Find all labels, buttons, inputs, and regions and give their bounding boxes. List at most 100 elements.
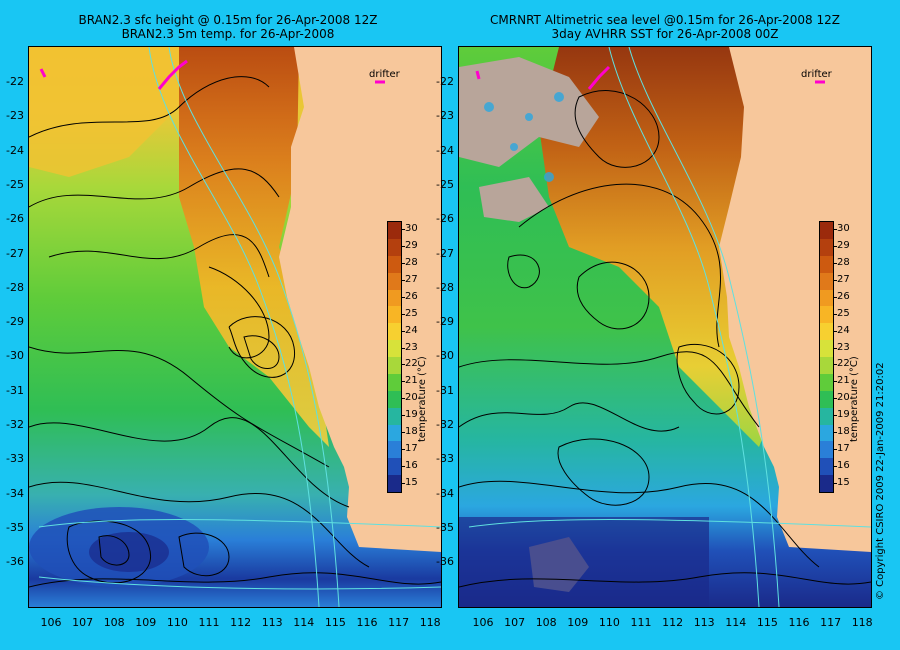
colorbar-tick-mark xyxy=(833,381,837,383)
colorbar-tick-mark xyxy=(833,431,837,433)
colorbar-swatch xyxy=(820,255,833,273)
colorbar-swatch xyxy=(388,255,401,273)
colorbar-tick-mark xyxy=(833,364,837,366)
colorbar-tick-mark xyxy=(401,465,405,467)
copyright-text: © Copyright CSIRO 2009 22-Jan-2009 21:20… xyxy=(875,362,886,600)
latitude-label: -28 xyxy=(436,280,454,294)
latitude-label: -22 xyxy=(6,75,24,88)
latitude-label: -35 xyxy=(6,520,24,534)
colorbar-swatch xyxy=(820,222,833,239)
colorbar-tick-label: 30 xyxy=(405,223,418,235)
longitude-label: 115 xyxy=(756,616,778,629)
longitude-label: 112 xyxy=(662,616,684,629)
colorbar-tick-label: 18 xyxy=(405,425,418,437)
colorbar-tick-mark xyxy=(401,381,405,383)
colorbar-tick-mark xyxy=(833,280,837,282)
longitude-label: 117 xyxy=(820,616,842,629)
longitude-label: 118 xyxy=(419,616,441,629)
longitude-label: 109 xyxy=(567,616,589,629)
colorbar-swatch xyxy=(388,289,401,307)
latitude-label: -26 xyxy=(436,212,454,226)
right-drifter-tracks xyxy=(475,65,825,90)
right-drifter-label: drifter xyxy=(801,69,832,80)
colorbar-swatch xyxy=(388,238,401,256)
colorbar-tick-mark xyxy=(401,364,405,366)
colorbar-tick-mark xyxy=(401,415,405,417)
colorbar-swatch xyxy=(388,340,401,357)
latitude-label: -29 xyxy=(6,315,24,329)
longitude-label: 113 xyxy=(261,616,283,629)
latitude-label: -36 xyxy=(436,555,454,569)
colorbar-swatch xyxy=(388,306,401,324)
colorbar-swatch xyxy=(820,390,833,408)
colorbar-tick-label: 27 xyxy=(405,274,418,286)
colorbar-tick-label: 26 xyxy=(837,290,850,302)
colorbar-tick-label: 24 xyxy=(405,324,418,336)
colorbar-swatch xyxy=(820,373,833,391)
colorbar-swatch xyxy=(820,441,833,459)
colorbar-tick-label: 26 xyxy=(405,290,418,302)
colorbar-tick-label: 23 xyxy=(837,341,850,353)
longitude-label: 107 xyxy=(72,616,94,629)
colorbar-swatch xyxy=(820,458,833,476)
left-map-svg xyxy=(29,47,441,607)
colorbar-tick-mark xyxy=(833,229,837,231)
left-map-panel: drifter temperature (°C) 30 29 28 27 26 25 24 2… xyxy=(28,46,442,608)
longitude-label: 108 xyxy=(535,616,557,629)
colorbar-tick-mark xyxy=(401,280,405,282)
colorbar-tick-label: 25 xyxy=(837,307,850,319)
left-drifter-tracks xyxy=(39,59,385,90)
colorbar-swatch xyxy=(820,272,833,290)
colorbar-tick-mark xyxy=(833,448,837,450)
latitude-label: -26 xyxy=(6,212,24,226)
colorbar-swatch xyxy=(388,407,401,425)
colorbar-tick-mark xyxy=(401,398,405,400)
colorbar-tick-label: 16 xyxy=(405,459,418,471)
colorbar-tick-label: 23 xyxy=(405,341,418,353)
right-colorbar xyxy=(819,221,834,493)
colorbar-swatch xyxy=(820,475,833,492)
longitude-label: 108 xyxy=(103,616,125,629)
latitude-label: -33 xyxy=(436,452,454,466)
latitude-label: -23 xyxy=(6,109,24,123)
colorbar-tick-label: 29 xyxy=(837,240,850,252)
longitude-label: 116 xyxy=(788,616,810,629)
colorbar-tick-label: 16 xyxy=(837,459,850,471)
longitude-label: 107 xyxy=(504,616,526,629)
colorbar-tick-mark xyxy=(401,448,405,450)
longitude-label: 113 xyxy=(693,616,715,629)
colorbar-tick-mark xyxy=(833,263,837,265)
colorbar-tick-label: 19 xyxy=(405,409,418,421)
right-cloud-speckles xyxy=(484,92,564,182)
colorbar-tick-label: 30 xyxy=(837,223,850,235)
colorbar-swatch xyxy=(388,424,401,442)
colorbar-tick-label: 28 xyxy=(837,257,850,269)
colorbar-tick-label: 17 xyxy=(837,442,850,454)
colorbar-swatch xyxy=(388,272,401,290)
longitude-label: 109 xyxy=(135,616,157,629)
colorbar-tick-mark xyxy=(833,465,837,467)
longitude-label: 114 xyxy=(293,616,315,629)
colorbar-swatch xyxy=(820,407,833,425)
colorbar-swatch xyxy=(388,357,401,374)
colorbar-tick-label: 19 xyxy=(837,409,850,421)
colorbar-tick-mark xyxy=(401,347,405,349)
colorbar-tick-label: 27 xyxy=(837,274,850,286)
left-title-line2: BRAN2.3 5m temp. for 26-Apr-2008 xyxy=(121,27,335,41)
colorbar-tick-mark xyxy=(401,330,405,332)
colorbar-swatch xyxy=(820,340,833,357)
latitude-label: -24 xyxy=(6,143,24,157)
colorbar-swatch xyxy=(388,475,401,492)
longitude-label: 110 xyxy=(598,616,620,629)
colorbar-swatch xyxy=(820,424,833,442)
colorbar-swatch xyxy=(388,441,401,459)
colorbar-tick-mark xyxy=(833,347,837,349)
colorbar-tick-label: 22 xyxy=(405,358,418,370)
longitude-label: 111 xyxy=(630,616,652,629)
colorbar-tick-mark xyxy=(401,296,405,298)
colorbar-tick-mark xyxy=(401,263,405,265)
left-title-line1: BRAN2.3 sfc height @ 0.15m for 26-Apr-20… xyxy=(78,13,378,27)
colorbar-tick-label: 21 xyxy=(837,375,850,387)
colorbar-swatch xyxy=(388,390,401,408)
latitude-label: -25 xyxy=(436,177,454,191)
